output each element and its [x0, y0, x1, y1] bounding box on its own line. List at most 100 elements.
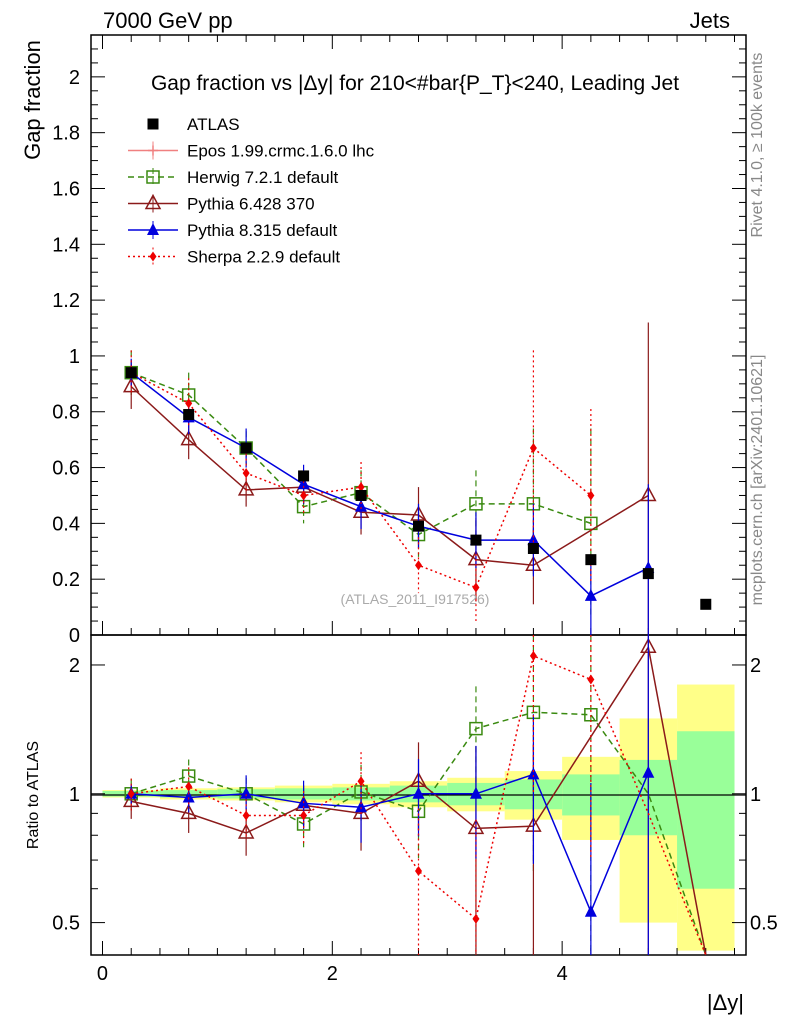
series-pythia	[122, 322, 657, 635]
ratio-series-group	[122, 635, 707, 956]
point	[527, 533, 540, 546]
point	[185, 398, 193, 409]
ratio-line	[131, 654, 707, 956]
series-line	[130, 386, 649, 567]
ratio-y-tick-label-right: 0.5	[750, 913, 778, 935]
data-point	[700, 598, 712, 610]
ratio-point	[180, 803, 197, 820]
ratio-point	[642, 765, 655, 778]
x-tick-label: 2	[327, 963, 338, 985]
legend-label: Sherpa 2.2.9 default	[187, 248, 340, 267]
ratio-point	[472, 913, 480, 924]
ratio-y-tick-label-right: 1	[750, 784, 761, 806]
main-y-tick-label: 1.8	[52, 123, 80, 145]
ratio-point	[529, 650, 537, 661]
point	[472, 582, 480, 593]
legend-label: Pythia 6.428 370	[187, 195, 315, 214]
watermark-label: (ATLAS_2011_I917526)	[341, 591, 490, 607]
legend-entry-pythia: Pythia 6.428 370	[128, 193, 315, 214]
green-band	[677, 731, 735, 889]
ratio-point	[469, 721, 483, 736]
ratio-point	[527, 767, 540, 780]
legend-marker	[144, 193, 162, 210]
data-point	[125, 367, 137, 379]
legend-entry-herwig: Herwig 7.2.1 default	[128, 168, 338, 187]
ratio-point	[469, 786, 482, 799]
legend-label: Epos 1.99.crmc.1.6.0 lhc	[187, 142, 375, 161]
ratio-point	[355, 800, 368, 813]
ratio-y-label: Ratio to ATLAS	[25, 741, 42, 849]
data-point	[240, 442, 252, 454]
point	[300, 490, 308, 501]
category-label: Jets	[690, 8, 730, 33]
main-y-tick-label: 0.4	[52, 513, 80, 535]
x-tick-label: 4	[557, 963, 568, 985]
ratio-line	[131, 772, 650, 914]
ratio-point	[584, 904, 597, 917]
data-point	[413, 520, 424, 532]
ratio-point	[242, 810, 250, 821]
main-y-tick-label: 1.6	[52, 178, 80, 200]
legend-entry-pythia: Pythia 8.315 default	[128, 221, 338, 240]
legend-marker	[147, 223, 159, 235]
ratio-y-axis: 0.5 0.5 1 1 2 2	[52, 655, 778, 935]
ratio-point	[412, 786, 425, 799]
legend-marker	[148, 145, 158, 156]
ratio-point	[185, 781, 193, 792]
ratio-y-tick-label-left: 1	[69, 784, 80, 806]
ratio-point	[240, 786, 253, 799]
data-point	[355, 489, 367, 501]
legend-entry-atlas: ATLAS	[147, 115, 240, 134]
main-series-group	[122, 322, 712, 635]
ratio-point	[127, 788, 135, 799]
main-y-tick-label: 0	[69, 625, 80, 647]
main-y-label: Gap fraction	[20, 40, 45, 160]
point	[355, 499, 368, 512]
x-axis-label: |Δy|	[707, 990, 744, 1015]
main-y-tick-label: 0.8	[52, 402, 80, 424]
point	[587, 490, 595, 501]
series-sherpa	[127, 350, 595, 622]
point	[469, 497, 483, 511]
ratio-point	[357, 776, 365, 787]
legend: ATLAS Epos 1.99.crmc.1.6.0 lhc Herwig 7.2.…	[128, 115, 375, 267]
ratio-point	[587, 674, 595, 685]
legend-label: ATLAS	[187, 115, 240, 134]
series-atlas	[125, 367, 712, 610]
ratio-point	[415, 866, 422, 877]
point	[297, 477, 310, 490]
legend-entry-sherpa: Sherpa 2.2.9 default	[128, 247, 340, 267]
legend-marker	[146, 170, 160, 184]
point	[357, 482, 365, 493]
energy-label: 7000 GeV pp	[103, 8, 233, 33]
site-label: mcplots.cern.ch [arXiv:2401.10621]	[749, 355, 766, 606]
main-y-tick-label: 1	[69, 346, 80, 368]
main-y-axis: 0 0.2 0.4 0.6 0.8 1 1.2 1.4 1.6 1.8 2	[52, 48, 746, 647]
main-y-tick-label: 0.6	[52, 458, 80, 480]
ratio-point	[300, 810, 308, 821]
legend-label: Pythia 8.315 default	[187, 221, 338, 240]
data-point	[183, 409, 195, 421]
ratio-y-tick-label-right: 2	[750, 655, 761, 677]
data-point	[642, 568, 654, 580]
rivet-label: Rivet 4.1.0, ≥ 100k events	[749, 53, 766, 238]
ratio-y-tick-label-left: 2	[69, 655, 80, 677]
plot-title: Gap fraction vs |Δy| for 210<#bar{P_T}<2…	[151, 72, 679, 95]
ratio-point	[122, 791, 140, 808]
point	[237, 480, 255, 496]
series-line	[130, 372, 649, 597]
ratio-point	[237, 823, 255, 839]
legend-label: Herwig 7.2.1 default	[187, 168, 338, 187]
series-line	[130, 372, 592, 589]
data-point	[470, 534, 482, 546]
point	[584, 588, 597, 601]
ratio-y-tick-label-left: 0.5	[52, 913, 80, 935]
main-y-tick-label: 0.2	[52, 569, 80, 591]
ratio-point	[182, 790, 195, 803]
ratio-series-sherpa	[127, 635, 707, 956]
data-point	[298, 470, 310, 482]
legend-entry-epos: Epos 1.99.crmc.1.6.0 lhc	[128, 141, 375, 161]
point	[180, 430, 197, 446]
legend-marker	[147, 118, 159, 130]
